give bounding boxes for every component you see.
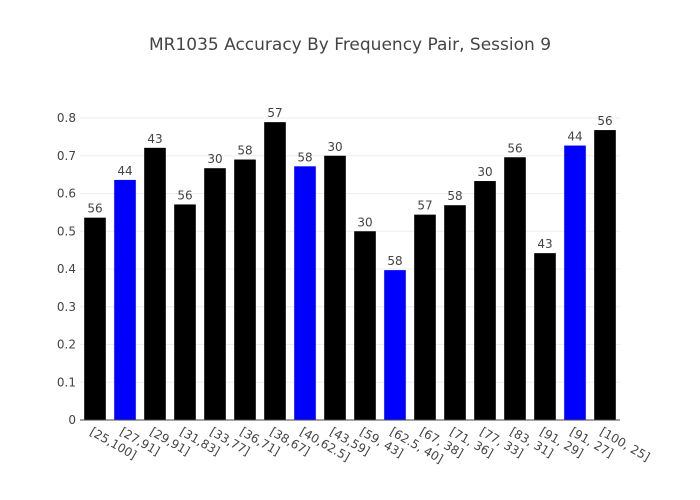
gridlines (80, 117, 620, 383)
bar (474, 181, 496, 420)
bar-data-label: 57 (417, 199, 432, 213)
bar (564, 145, 586, 420)
bar-data-label: 56 (177, 188, 192, 202)
bar (264, 122, 286, 420)
bar (324, 155, 346, 420)
bar-data-label: 30 (477, 165, 492, 179)
bar (204, 168, 226, 420)
bars (84, 122, 616, 420)
bar-data-label: 58 (297, 150, 312, 164)
bar (174, 204, 196, 420)
bar (444, 205, 466, 420)
x-axis-ticks: [25,100][27,91][29,91][31,83][33,77][36,… (88, 424, 653, 466)
bar (234, 159, 256, 420)
y-tick-label: 0.6 (57, 187, 76, 201)
bar-data-label: 30 (357, 215, 372, 229)
y-tick-label: 0.8 (57, 111, 76, 125)
bar-data-label: 58 (237, 144, 252, 158)
y-tick-label: 0 (68, 413, 76, 427)
bar (384, 270, 406, 420)
y-tick-label: 0.2 (57, 338, 76, 352)
y-tick-label: 0.7 (57, 149, 76, 163)
bar-data-label: 57 (267, 106, 282, 120)
bar (84, 217, 106, 420)
bar-data-label: 58 (387, 254, 402, 268)
bar (114, 179, 136, 420)
y-tick-label: 0.4 (57, 262, 76, 276)
bar (144, 147, 166, 420)
bar-data-label: 58 (447, 189, 462, 203)
bar (294, 166, 316, 420)
bar-data-label: 56 (597, 114, 612, 128)
bar-data-label: 43 (147, 132, 162, 146)
bar (534, 253, 556, 420)
bar (414, 214, 436, 420)
bar-data-label: 44 (117, 164, 132, 178)
chart-title: MR1035 Accuracy By Frequency Pair, Sessi… (149, 35, 551, 55)
bar (594, 130, 616, 420)
y-tick-label: 0.5 (57, 224, 76, 238)
y-axis-ticks: 0 0.1 0.2 0.3 0.4 0.5 0.6 0.7 0.8 (57, 111, 76, 427)
bar-data-label: 44 (567, 130, 582, 144)
data-labels: 56 44 43 56 30 58 57 58 30 30 58 57 58 30 56 43 44 56 (87, 106, 612, 268)
bar (354, 231, 376, 420)
bar-data-label: 30 (327, 140, 342, 154)
bar (504, 157, 526, 420)
bar-data-label: 56 (507, 141, 522, 155)
y-tick-label: 0.3 (57, 300, 76, 314)
bar-data-label: 56 (87, 202, 102, 216)
bar-data-label: 43 (537, 237, 552, 251)
bar-data-label: 30 (207, 152, 222, 166)
y-tick-label: 0.1 (57, 375, 76, 389)
